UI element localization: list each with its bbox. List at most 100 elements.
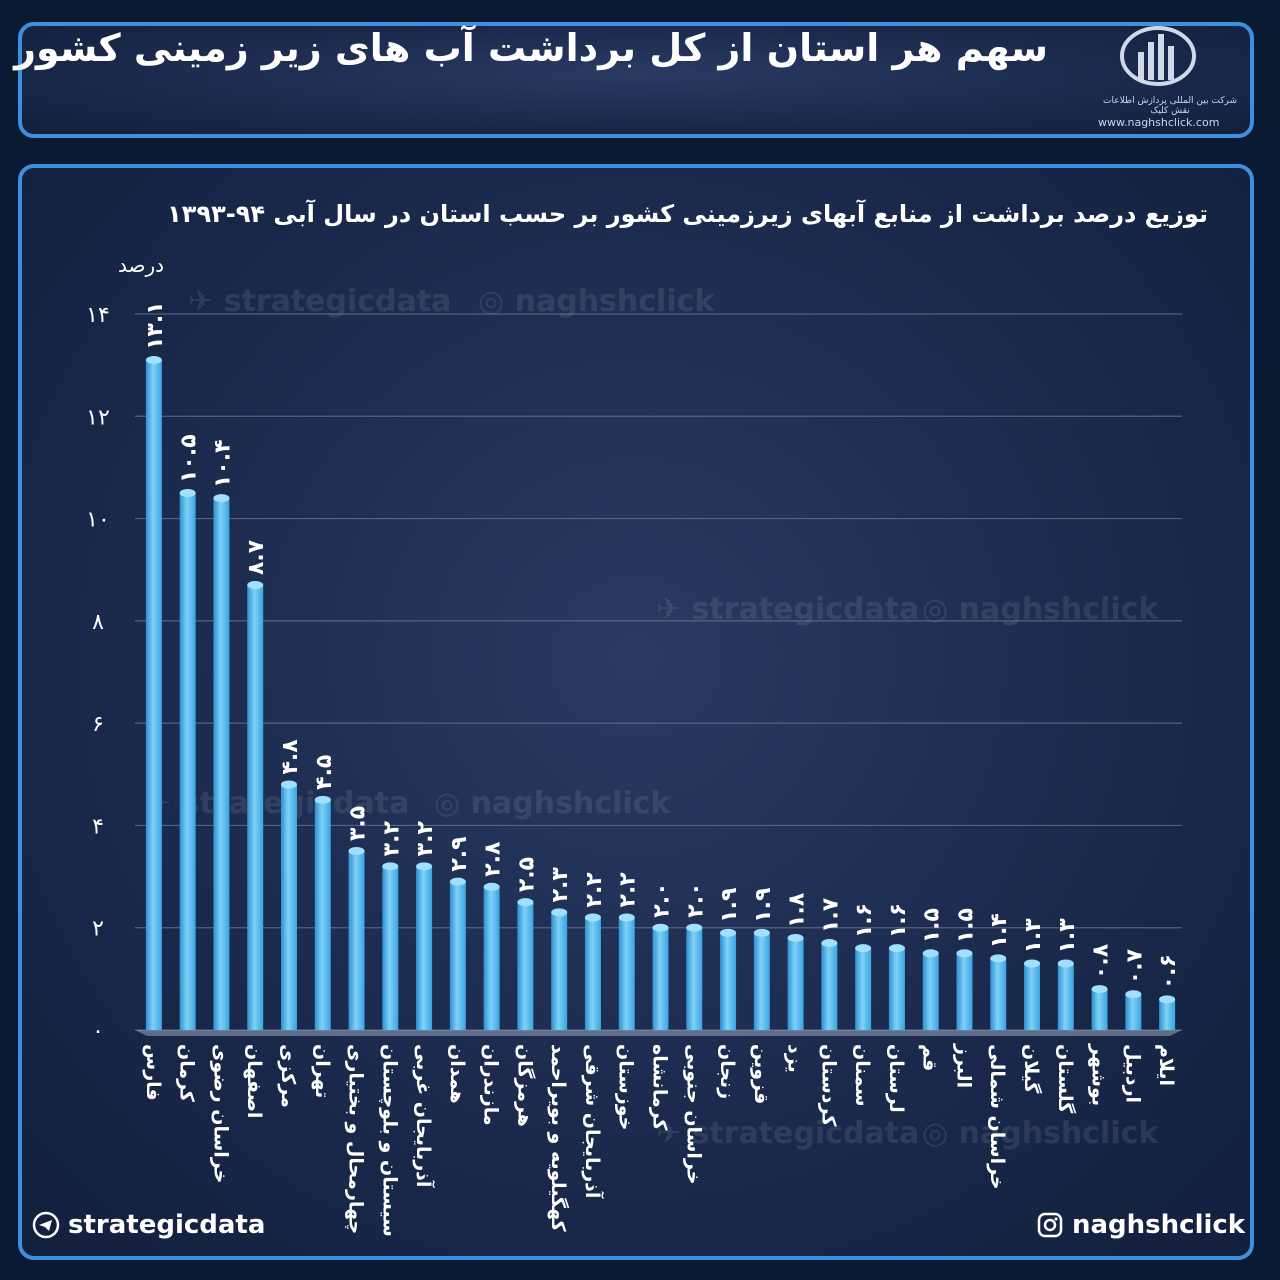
y-tick-label: ۸: [92, 610, 104, 635]
value-label: ۰.۸: [1089, 943, 1114, 979]
value-label: ۱.۵: [920, 908, 945, 943]
bar-cap: [213, 494, 230, 503]
x-tick-label: گیلان: [1020, 1044, 1043, 1094]
telegram-icon: [32, 1211, 60, 1239]
bar-cap: [753, 928, 770, 937]
bar-cap: [280, 780, 297, 789]
watermark-strategicdata: ✈ strategicdata: [188, 284, 452, 319]
x-tick-label: سمنان: [851, 1044, 873, 1107]
bar: [686, 927, 703, 1030]
bar: [1159, 999, 1176, 1030]
logo-tagline: شرکت بین المللی پردازش اطلاعات نقش کلیک: [1103, 96, 1237, 116]
page-title: سهم هر استان از کل برداشت آب های زیر زمی…: [14, 26, 1048, 70]
value-label: ۰.۶: [1156, 954, 1181, 989]
watermark-naghshclick: ◎ naghshclick: [434, 786, 671, 821]
x-tick-label: گلستان: [1054, 1044, 1077, 1114]
bar: [416, 866, 433, 1030]
value-label: ۱.۳: [1055, 918, 1080, 954]
y-tick-label: ۲: [92, 917, 104, 942]
chart-floor: [135, 1030, 1182, 1036]
y-axis-label: درصد: [118, 253, 164, 277]
value-label: ۳.۲: [413, 821, 438, 857]
bar-cap: [314, 795, 331, 804]
x-tick-label: سیستان و بلوچستان: [378, 1044, 400, 1237]
bar: [821, 943, 838, 1030]
watermark-naghshclick: ◎ naghshclick: [922, 1116, 1159, 1151]
bar: [348, 851, 365, 1030]
bar-cap: [922, 949, 939, 958]
bar: [483, 886, 500, 1030]
y-tick-label: ۴: [92, 814, 104, 839]
bar: [280, 784, 297, 1030]
x-tick-label: آذربایجان شرقی: [581, 1044, 605, 1199]
value-label: ۲.۹: [447, 836, 472, 871]
value-label: ۲.۳: [548, 867, 573, 903]
bar: [247, 585, 264, 1030]
bar: [449, 881, 466, 1030]
x-tick-label: آذربایجان غربی: [412, 1044, 436, 1188]
bar-cap: [449, 877, 466, 886]
x-tick-label: کرمانشاه: [649, 1044, 671, 1132]
bar-cap: [821, 939, 838, 948]
bar-cap: [855, 944, 872, 953]
watermark-naghshclick: ◎ naghshclick: [478, 284, 715, 319]
bar-cap: [787, 933, 804, 942]
bar: [1024, 963, 1041, 1030]
value-label: ۲.۰: [650, 882, 675, 917]
bar-cap: [888, 944, 905, 953]
bar-cap: [686, 923, 703, 932]
bar: [213, 498, 230, 1031]
x-tick-label: کرمان: [176, 1044, 198, 1103]
value-label: ۲.۵: [514, 857, 539, 892]
value-label: ۳.۲: [379, 821, 404, 857]
value-label: ۱.۶: [886, 903, 911, 938]
bar-cap: [956, 949, 973, 958]
x-tick-label: هرمزگان: [513, 1044, 536, 1127]
x-tick-label: اصفهان: [243, 1044, 265, 1118]
value-label: ۱.۹: [717, 888, 742, 923]
bar-cap: [145, 356, 162, 365]
footer-naghshclick[interactable]: naghshclick: [1036, 1210, 1245, 1240]
watermark-strategicdata: ✈ strategicdata: [656, 1116, 920, 1151]
footer-strategicdata[interactable]: strategicdata: [32, 1210, 265, 1240]
x-tick-label: مرکزی: [277, 1044, 299, 1108]
bar: [855, 948, 872, 1030]
value-label: ۰.۷: [1122, 948, 1147, 984]
x-tick-label: کهگیلویه و بویراحمد: [547, 1044, 570, 1233]
x-tick-label: فارس: [142, 1044, 164, 1101]
x-tick-label: اردبیل: [1121, 1044, 1143, 1103]
value-label: ۲.۲: [616, 872, 641, 908]
logo-url: www.naghshclick.com: [1098, 116, 1220, 129]
x-tick-label: لرستان: [885, 1044, 907, 1113]
y-tick-label: ۱۴: [86, 303, 110, 328]
bar: [1057, 963, 1074, 1030]
footer-right-text: naghshclick: [1072, 1210, 1246, 1240]
bar: [787, 937, 804, 1030]
value-label: ۳.۵: [346, 806, 371, 841]
y-tick-label: ۱۰: [86, 508, 110, 533]
x-tick-label: قزوین: [750, 1044, 772, 1104]
value-label: ۱.۶: [852, 903, 877, 938]
header-panel: [18, 22, 1254, 138]
x-tick-label: ایلام: [1155, 1044, 1177, 1086]
bar-cap: [382, 862, 399, 871]
value-label: ۱.۵: [953, 908, 978, 943]
value-label: ۲.۸: [481, 841, 506, 877]
y-tick-label: ۶: [92, 712, 104, 737]
footer-left-text: strategicdata: [68, 1210, 266, 1240]
bar-cap: [618, 913, 635, 922]
bar: [922, 953, 939, 1030]
bar-cap: [517, 898, 534, 907]
x-tick-label: خراسان رضوی: [209, 1044, 231, 1183]
bar: [1125, 994, 1142, 1030]
value-label: ۴.۸: [278, 739, 303, 775]
value-label: ۱.۳: [1021, 918, 1046, 954]
value-label: ۱.۹: [751, 888, 776, 923]
bar: [990, 958, 1007, 1030]
bar: [584, 917, 601, 1030]
bar-cap: [416, 862, 433, 871]
y-tick-label: ۱۲: [86, 405, 110, 430]
x-tick-label: کردستان: [817, 1044, 839, 1127]
bar: [517, 902, 534, 1030]
